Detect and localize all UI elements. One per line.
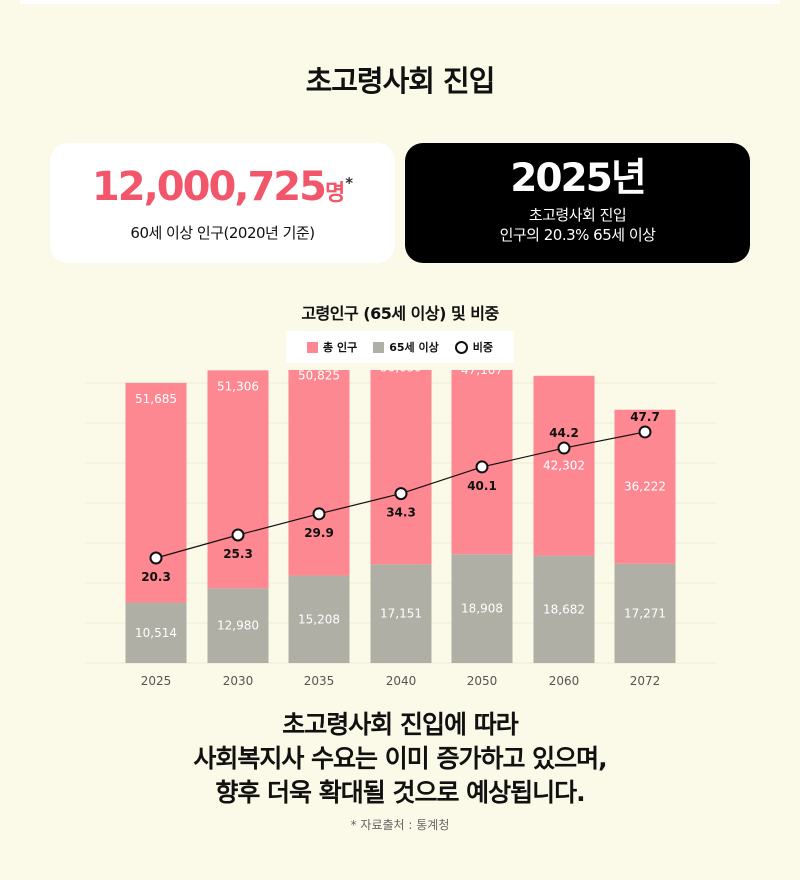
legend-label-total: 총 인구: [323, 341, 358, 354]
label-elder-2040: 17,151: [380, 607, 422, 621]
x-tick-2060: 2060: [549, 674, 580, 688]
x-tick-2050: 2050: [467, 674, 498, 688]
label-total-2035: 50,825: [298, 370, 340, 383]
chart-title: 고령인구 (65세 이상) 및 비중: [301, 304, 499, 323]
legend-label-elder: 65세 이상: [389, 341, 439, 354]
bar-elder-2060: [533, 555, 595, 663]
bar-elder-2050: [451, 554, 513, 663]
summary-line-3: 향후 더욱 확대될 것으로 예상됩니다.: [215, 778, 585, 807]
summary-line-1: 초고령사회 진입에 따라: [282, 710, 518, 739]
stacked-bar-chart: 10,514 51,685 2025 12,980 51,306 2030 15,208 50…: [85, 370, 716, 688]
bar-total-2025: [125, 382, 187, 603]
ratio-label-2072: 47.7: [630, 410, 660, 424]
year-value: 2025년: [510, 156, 646, 201]
label-elder-2072: 17,271: [624, 606, 666, 620]
population-unit: 명: [324, 181, 346, 206]
ratio-point-2035: [312, 507, 326, 521]
year-caption-1: 초고령사회 진입: [528, 206, 627, 224]
source-note: * 자료출처 : 통계청: [350, 818, 450, 832]
label-total-2030: 51,306: [217, 379, 259, 393]
ratio-point-2050: [475, 460, 489, 474]
summary-line-2: 사회복지사 수요는 이미 증가하고 있으며,: [193, 744, 607, 773]
label-total-2050: 47,107: [461, 370, 503, 377]
x-tick-2035: 2035: [304, 674, 335, 688]
legend-swatch-elder: [373, 341, 385, 353]
x-tick-2072: 2072: [630, 674, 661, 688]
ratio-label-2025: 20.3: [141, 570, 171, 584]
chart-legend: 총 인구 65세 이상 비중: [286, 331, 514, 363]
label-total-2040: 50,059: [380, 370, 422, 375]
ratio-point-2025: [149, 551, 163, 565]
bar-elder-2040: [370, 564, 432, 663]
bar-total-2060: [533, 375, 595, 556]
bar-total-2035: [288, 370, 350, 576]
label-elder-2025: 10,514: [135, 626, 177, 640]
x-tick-2030: 2030: [223, 674, 254, 688]
stat-card-year: 2025년 초고령사회 진입 인구의 20.3% 65세 이상: [405, 143, 750, 263]
summary-text: 초고령사회 진입에 따라 사회복지사 수요는 이미 증가하고 있으며, 향후 더…: [0, 708, 800, 810]
bar-total-2030: [207, 370, 269, 589]
stat-card-population: 12,000,725명* 60세 이상 인구(2020년 기준): [50, 143, 395, 263]
population-number: 12,000,725명*: [50, 165, 395, 216]
ratio-label-2050: 40.1: [467, 479, 497, 493]
legend-item-ratio: 비중: [454, 339, 493, 355]
x-tick-2040: 2040: [386, 674, 417, 688]
legend-item-total: 총 인구: [307, 339, 357, 355]
label-elder-2060: 18,682: [543, 602, 585, 616]
bar-elder-2030: [207, 588, 269, 663]
ratio-label-2040: 34.3: [386, 506, 416, 520]
legend-marker-ratio: [454, 340, 468, 354]
ratio-point-2060: [557, 441, 571, 455]
ratio-label-2035: 29.9: [304, 526, 334, 540]
bar-elder-2072: [614, 563, 676, 663]
bar-elder-2025: [125, 602, 187, 663]
footnote-mark: *: [345, 174, 354, 192]
ratio-label-2060: 44.2: [549, 426, 579, 440]
label-elder-2035: 15,208: [298, 612, 340, 626]
ratio-point-2072: [638, 425, 652, 439]
label-elder-2050: 18,908: [461, 602, 503, 616]
ratio-point-2030: [231, 528, 245, 542]
page-title: 초고령사회 진입: [305, 64, 496, 98]
label-elder-2030: 12,980: [217, 619, 259, 633]
label-total-2025: 51,685: [135, 392, 177, 406]
ratio-point-2040: [394, 487, 408, 501]
bar-elder-2035: [288, 575, 350, 663]
x-tick-2025: 2025: [141, 674, 172, 688]
label-total-2060: 42,302: [543, 459, 585, 473]
population-value: 12,000,725: [91, 164, 327, 210]
legend-label-ratio: 비중: [472, 341, 493, 354]
label-total-2072: 36,222: [624, 480, 666, 494]
year-caption-2: 인구의 20.3% 65세 이상: [499, 226, 656, 244]
ratio-label-2030: 25.3: [223, 547, 253, 561]
population-caption: 60세 이상 인구(2020년 기준): [130, 224, 315, 242]
legend-item-elder: 65세 이상: [373, 339, 439, 355]
top-bar: [20, 0, 780, 4]
bar-total-2040: [370, 370, 432, 565]
legend-swatch-total: [307, 341, 319, 353]
